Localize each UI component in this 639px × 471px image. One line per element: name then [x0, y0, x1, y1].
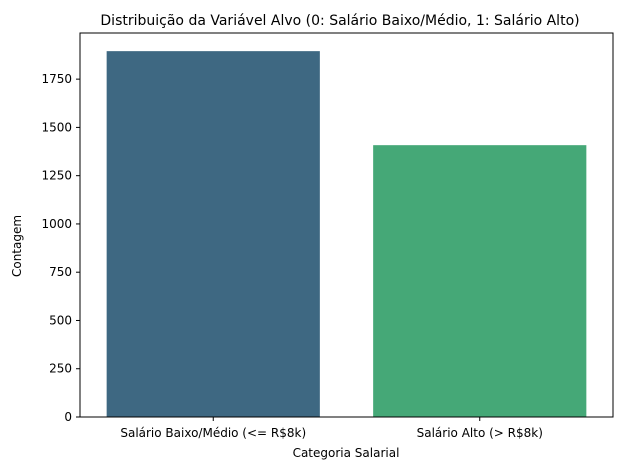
bar-0 [106, 51, 320, 417]
y-tick-label-5: 1250 [41, 169, 72, 183]
x-tick-label-0: Salário Baixo/Médio (<= R$8k) [120, 426, 306, 440]
axes-group: Salário Baixo/Médio (<= R$8k) Salário Alt… [41, 32, 614, 440]
bars-group [106, 51, 587, 417]
y-tick-label-3: 750 [49, 265, 72, 279]
y-tick-label-6: 1500 [41, 120, 72, 134]
x-axis-label: Categoria Salarial [293, 446, 400, 460]
chart-title: Distribuição da Variável Alvo (0: Salári… [100, 13, 579, 29]
y-tick-label-4: 1000 [41, 217, 72, 231]
x-tick-label-1: Salário Alto (> R$8k) [417, 426, 543, 440]
y-tick-label-0: 0 [64, 410, 72, 424]
y-tick-label-7: 1750 [41, 72, 72, 86]
y-tick-label-2: 500 [49, 313, 72, 327]
plot-frame [79, 32, 614, 418]
y-axis-label: Contagem [10, 215, 24, 277]
y-tick-label-1: 250 [49, 362, 72, 376]
bar-1 [373, 145, 587, 417]
